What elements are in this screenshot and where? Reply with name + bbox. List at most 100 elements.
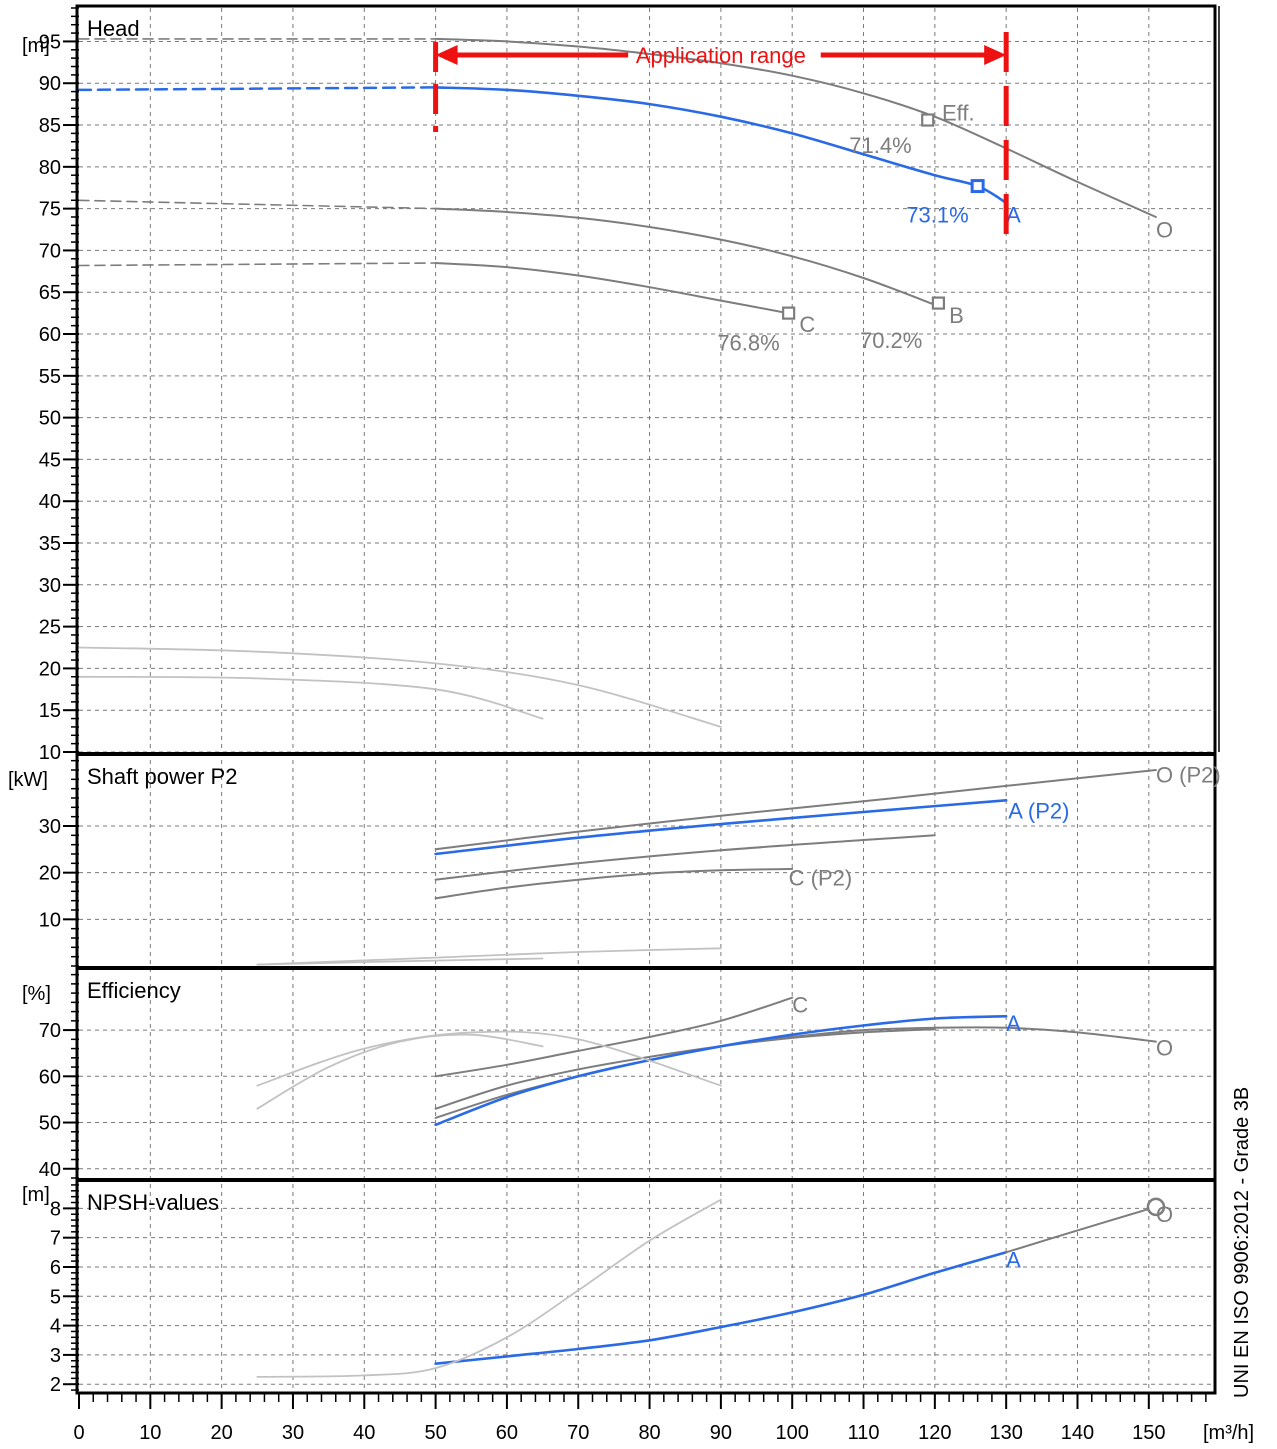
efficiency-unit-label: [%] [22,983,51,1005]
head-curve-o [434,37,1157,218]
power-curve-a-p2- [434,799,1008,856]
head-curve-a [434,86,1008,205]
head-y-tick-label-45: 45 [39,449,61,471]
head-point-marker-2 [931,296,946,310]
efficiency-curve-l2 [256,1030,722,1087]
x-tick-label-60: 60 [496,1422,518,1444]
head-curve-l2 [78,675,544,720]
head-y-tick-label-65: 65 [39,282,61,304]
npsh-y-tick-label-8: 8 [50,1198,61,1220]
head-curve-label-4: O [1156,218,1173,243]
power-curve-c-p2- [434,867,794,900]
efficiency-y-tick-label-40: 40 [39,1159,61,1181]
x-tick-label-130: 130 [989,1422,1022,1444]
x-tick-label-10: 10 [139,1422,161,1444]
power-curve-label-2: C (P2) [789,865,853,890]
head-dashed-extension-2 [78,199,437,210]
efficiency-y-tick-label-60: 60 [39,1066,61,1088]
head-curve-b [434,207,936,306]
application-range-arrow-right-head [984,45,1007,65]
x-tick-label-30: 30 [282,1422,304,1444]
power-unit-label: [kW] [8,769,48,791]
power-y-tick-label-20: 20 [39,863,61,885]
x-tick-label-110: 110 [848,1422,880,1444]
efficiency-y-tick-label-50: 50 [39,1113,61,1135]
frame-layer [63,4,1220,1409]
efficiency-curve-label-1: A [1006,1011,1021,1036]
standard-label: UNI EN ISO 9906:2012 - Grade 3B [1231,1087,1253,1398]
efficiency-curve-b [434,1028,936,1110]
head-y-tick-label-30: 30 [39,575,61,597]
head-point-marker-1 [921,113,935,127]
head-dashed-extension-3 [78,262,437,267]
head-y-tick-label-40: 40 [39,491,61,513]
x-tick-label-50: 50 [424,1422,446,1444]
npsh-panel-title: NPSH-values [87,1190,219,1215]
x-tick-label-90: 90 [710,1422,732,1444]
x-unit-label: [m³/h] [1203,1422,1254,1444]
head-y-tick-label-85: 85 [39,115,61,137]
power-curve-l2 [256,957,544,966]
head-curve-label-1: 71.4% [849,133,911,158]
x-tick-label-150: 150 [1132,1422,1165,1444]
npsh-curve-label-0: A [1006,1248,1021,1273]
efficiency-curve-label-0: C [792,993,808,1018]
head-curve-label-5: B [949,303,964,328]
x-tick-label-140: 140 [1061,1422,1094,1444]
head-y-tick-label-50: 50 [39,408,61,430]
power-panel-title: Shaft power P2 [87,764,237,789]
efficiency-y-tick-label-70: 70 [39,1020,61,1042]
application-range-label: Application range [636,43,806,68]
efficiency-panel-title: Efficiency [87,978,181,1003]
efficiency-curve-o [434,1026,1157,1119]
power-curve-b-p2- [434,834,936,881]
label-layer: 0 10 20 30 40 50 60 70 80 90 100 110 120 130 140 150 10 1… [8,16,1221,1444]
npsh-unit-label: [m] [22,1184,50,1206]
npsh-curve-l1 [256,1198,722,1378]
head-point-marker-3 [782,306,796,320]
efficiency-curve-c [434,996,794,1078]
chart-frame [75,4,1217,1395]
head-panel-title: Head [87,16,140,41]
x-tick-label-0: 0 [73,1422,84,1444]
npsh-curve-label-1: O [1156,1202,1173,1227]
npsh-curve-a [434,1251,1008,1365]
head-point-marker-0 [970,179,985,194]
head-curve-c [434,262,794,315]
head-y-tick-label-60: 60 [39,324,61,346]
head-y-tick-label-95: 95 [39,31,61,53]
head-y-tick-label-35: 35 [39,533,61,555]
npsh-y-tick-label-5: 5 [50,1286,61,1308]
power-curve-l1 [256,947,722,966]
head-unit-label: [m] [22,35,50,57]
x-tick-label-70: 70 [567,1422,589,1444]
npsh-y-tick-label-2: 2 [50,1374,61,1396]
npsh-y-tick-label-7: 7 [50,1228,61,1250]
application-range-arrow-left-head [435,45,458,65]
head-y-tick-label-25: 25 [39,617,61,639]
head-y-tick-label-70: 70 [39,240,61,262]
npsh-end-marker-0 [1146,1197,1166,1217]
npsh-y-tick-label-4: 4 [50,1316,61,1338]
power-y-tick-label-30: 30 [39,816,61,838]
head-curve-l1 [78,646,722,728]
power-y-tick-label-10: 10 [39,909,61,931]
npsh-curve-o [1005,1205,1157,1254]
head-curve-label-8: 76.8% [717,330,779,355]
head-curve-label-0: Eff. [942,100,975,125]
grid-layer [79,8,1213,1393]
head-curve-label-2: 73.1% [906,202,968,227]
x-tick-label-40: 40 [353,1422,375,1444]
curve-layer [77,37,1166,1378]
efficiency-curve-a [434,1014,1008,1127]
head-y-tick-label-15: 15 [39,700,61,722]
x-tick-label-20: 20 [211,1422,233,1444]
efficiency-curve-label-2: O [1156,1036,1173,1061]
head-curve-label-6: 70.2% [860,328,922,353]
x-tick-label-120: 120 [918,1422,951,1444]
head-y-tick-label-80: 80 [39,157,61,179]
head-y-tick-label-20: 20 [39,658,61,680]
npsh-y-tick-label-3: 3 [50,1345,61,1367]
x-tick-label-100: 100 [776,1422,809,1444]
